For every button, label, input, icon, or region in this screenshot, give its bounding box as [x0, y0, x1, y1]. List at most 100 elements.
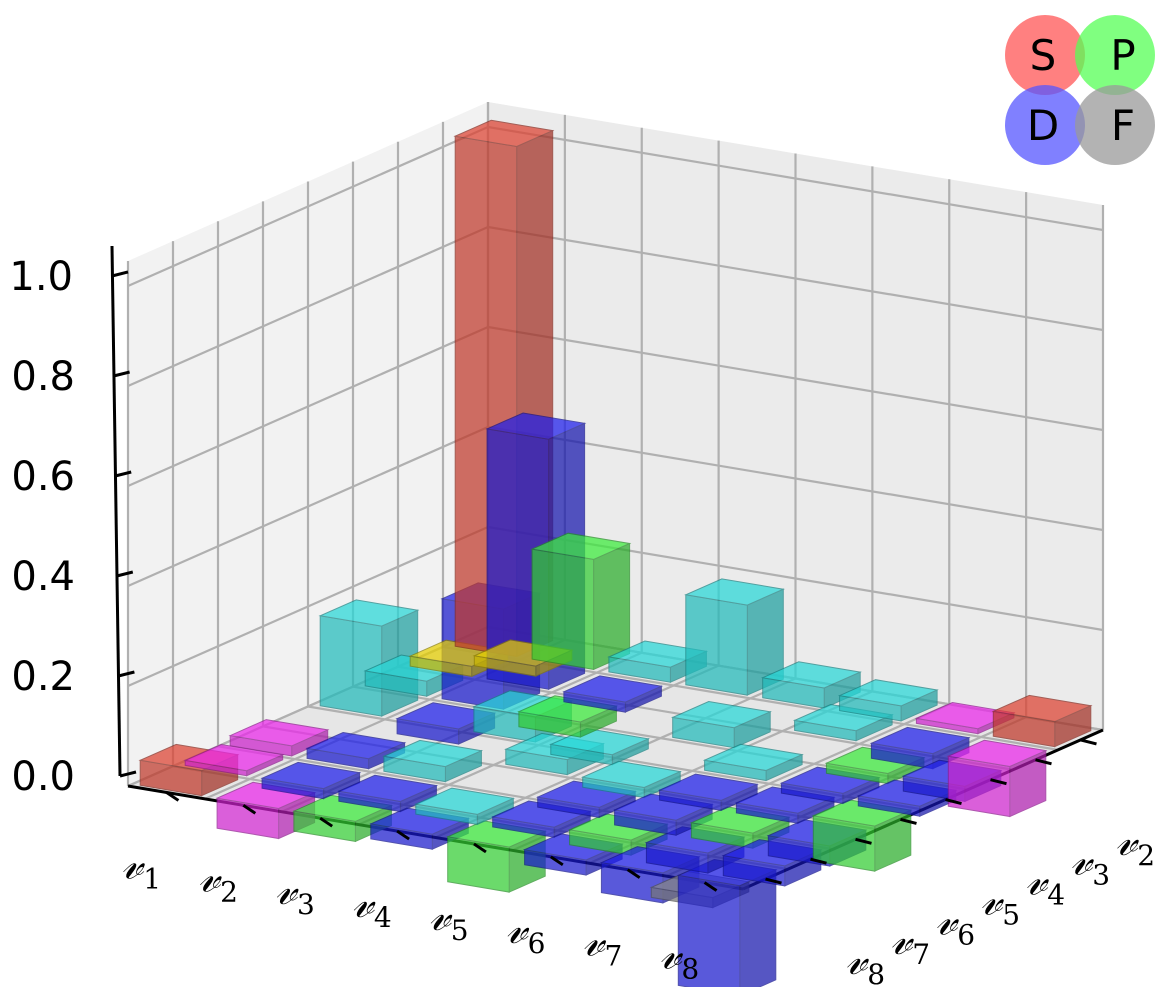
bar-top: [991, 694, 1093, 723]
x-tick-label-sub: 5: [451, 914, 469, 947]
y-tick-label-sub: 8: [867, 958, 885, 987]
grid-line: [127, 125, 489, 288]
bar-top: [382, 739, 484, 768]
z-tick: [118, 670, 135, 678]
bar-8-2: [946, 739, 1048, 818]
x-tick: [396, 829, 410, 841]
bar-top: [580, 760, 682, 789]
bar-top: [305, 731, 407, 760]
z-axis-line: [110, 245, 122, 777]
z-tick: [113, 370, 130, 378]
z-tick-label: 1.0: [9, 254, 73, 300]
x-tick-label: 𝓋5: [429, 890, 469, 947]
bar-top: [702, 743, 804, 772]
bar-top: [260, 761, 362, 790]
x-tick: [319, 816, 334, 828]
y-tick-label: 𝓋8: [846, 934, 886, 987]
legend-label-f: F: [1111, 101, 1135, 150]
x-tick-label-sub: 3: [297, 888, 315, 921]
bar-3-1: [607, 640, 709, 683]
y-tick-label: 𝓋2: [1116, 815, 1156, 872]
bar-2-7: [260, 761, 362, 800]
bar-top: [946, 739, 1048, 768]
bar-top: [657, 773, 759, 801]
y-tick: [990, 778, 1007, 786]
legend-swatch-f: [1075, 85, 1155, 165]
z-tick: [116, 570, 134, 578]
y-tick-label: 𝓋6: [936, 894, 976, 951]
z-tick-label: 0.2: [11, 654, 75, 700]
grid-line: [127, 525, 489, 688]
x-tick-label: 𝓋1: [121, 838, 161, 895]
bar-top: [670, 700, 772, 729]
chart-tick-labels: 0.00.20.40.60.81.0𝓋1 𝓋2 𝓋3 𝓋4 𝓋5 𝓋6 𝓋7 𝓋8 𝓋8𝓋7𝓋6…: [9, 254, 1156, 987]
y-tick-label: 𝓋7: [891, 914, 931, 971]
bar-top: [837, 679, 939, 707]
y-tick: [900, 817, 917, 825]
x-tick-label-sub: 2: [220, 875, 238, 908]
y-tick: [810, 857, 827, 865]
legend-label-s: S: [1030, 31, 1057, 80]
bar-3-2: [562, 675, 664, 713]
grid-line: [127, 425, 489, 588]
legend-swatch-d: [1005, 85, 1085, 165]
x-tick-label-sub: 4: [374, 901, 392, 934]
y-tick: [1080, 738, 1097, 746]
x-tick-label: 𝓋8: [660, 929, 700, 986]
bar-6-1: [837, 679, 939, 722]
legend-label-p: P: [1110, 31, 1135, 80]
x-tick-label: 𝓋6: [506, 903, 546, 960]
x-tick: [473, 842, 487, 854]
legend-label-d: D: [1027, 101, 1059, 150]
x-tick-label: 𝓋2: [198, 851, 238, 908]
bar-3-6: [382, 739, 484, 783]
bar-top: [530, 532, 632, 560]
z-tick: [111, 270, 129, 278]
grid-line: [127, 325, 489, 488]
y-tick: [765, 877, 782, 885]
bar-6-4: [702, 743, 804, 782]
grid-line: [127, 225, 489, 388]
bar-8-1: [991, 694, 1093, 748]
bar-2-1: [530, 532, 632, 671]
x-tick: [703, 881, 718, 892]
z-tick-label: 0.0: [11, 754, 75, 800]
bar-4-7: [414, 787, 516, 826]
y-tick-label-sub: 2: [1137, 839, 1155, 872]
x-tick: [165, 791, 180, 802]
legend-swatch-p: [1075, 15, 1155, 95]
z-tick: [119, 770, 137, 778]
bar-top: [453, 119, 555, 148]
bar-top: [684, 578, 786, 606]
y-tick-label-sub: 5: [1002, 898, 1020, 931]
chart-bars: [138, 119, 1093, 987]
bar-face: [739, 869, 777, 987]
y-tick: [1035, 758, 1052, 766]
bar-face: [685, 594, 748, 696]
y-tick-label: 𝓋5: [981, 874, 1021, 931]
bar-top: [485, 412, 587, 440]
y-tick-label: 𝓋3: [1071, 835, 1111, 892]
x-tick-label-sub: 1: [143, 862, 161, 895]
bar-5-1: [760, 661, 862, 709]
bar-top: [318, 599, 420, 627]
legend-swatch-s: [1005, 15, 1085, 95]
bar-5-3: [670, 700, 772, 749]
x-tick: [626, 868, 641, 879]
bar-top: [228, 719, 330, 747]
x-tick-label: 𝓋3: [275, 864, 315, 921]
bar-top: [414, 787, 516, 815]
x-tick-label-sub: 7: [604, 940, 622, 973]
y-tick-label-sub: 3: [1092, 859, 1110, 892]
bar-face: [531, 548, 595, 670]
grid-line: [487, 125, 1104, 232]
z-tick-label: 0.6: [11, 454, 75, 500]
y-tick-label-sub: 4: [1047, 879, 1065, 912]
grid-line: [487, 325, 1104, 432]
grid-line: [487, 225, 1104, 332]
bar-4-1: [684, 578, 786, 696]
x-tick-label: 𝓋7: [583, 916, 623, 973]
z-tick: [114, 470, 132, 478]
chart-legend: S P D F: [1005, 15, 1155, 165]
